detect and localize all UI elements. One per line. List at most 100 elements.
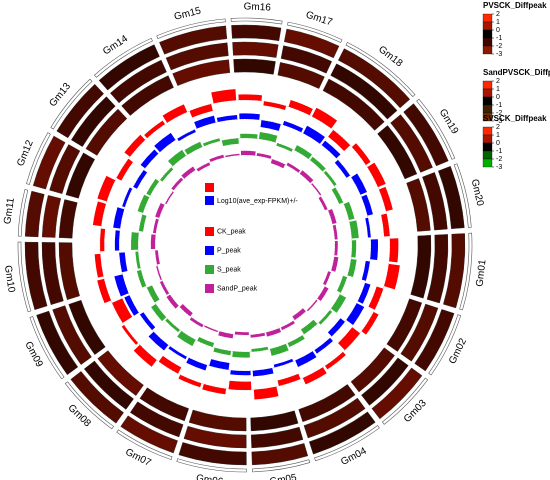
- histogram-bar: [351, 173, 367, 195]
- heatmap-cell: [361, 357, 409, 406]
- color-legend-label: -3: [496, 118, 502, 125]
- heatmap-cell: [24, 241, 48, 310]
- histogram-bar: [300, 319, 318, 335]
- color-legend-label: -1: [496, 148, 502, 155]
- heatmap-cell: [58, 199, 78, 239]
- histogram-bar: [306, 299, 318, 312]
- heatmap-cell: [386, 298, 423, 352]
- histogram-bar: [349, 220, 359, 239]
- heatmap-cell: [24, 190, 45, 238]
- heatmap-cell: [406, 178, 431, 232]
- heatmap-cell: [390, 114, 433, 173]
- chromosome-ideogram: [345, 41, 416, 98]
- color-legend-label: 0: [496, 140, 500, 147]
- chromosome-label: Gm05: [269, 472, 298, 480]
- color-legend-label: 2: [496, 11, 500, 18]
- heatmap-cell: [121, 75, 174, 116]
- histogram-bar: [361, 194, 373, 216]
- histogram-bar: [295, 351, 317, 367]
- histogram-bar: [331, 187, 344, 205]
- histogram-bar: [260, 120, 281, 131]
- histogram-bar: [121, 325, 139, 345]
- color-legend-label: -1: [496, 35, 502, 42]
- histogram-bar: [311, 183, 322, 196]
- color-legend-label: 2: [496, 78, 500, 85]
- color-legend-label: 0: [496, 27, 500, 34]
- heatmap-cell: [250, 410, 299, 432]
- histogram-bar: [209, 154, 224, 162]
- histogram-bar: [303, 125, 325, 144]
- histogram-bar: [258, 131, 278, 143]
- chromosome-ideogram: [64, 381, 115, 430]
- histogram-bar: [232, 351, 250, 358]
- heatmap-cell: [403, 103, 449, 167]
- histogram-bar: [351, 143, 371, 165]
- heatmap-cell: [251, 443, 309, 466]
- legend-swatch: [205, 196, 214, 205]
- histogram-bar: [310, 156, 326, 172]
- histogram-bar: [178, 374, 202, 388]
- histogram-bar: [135, 251, 141, 269]
- color-legend-label: -1: [496, 102, 502, 109]
- histogram-bar: [311, 107, 338, 129]
- heatmap-cell: [172, 59, 231, 86]
- heatmap-cell: [58, 242, 80, 300]
- histogram-bar: [144, 120, 165, 139]
- histogram-bar: [184, 141, 203, 155]
- heatmap-cell: [277, 62, 325, 89]
- heatmap-cell: [438, 166, 465, 229]
- color-legend-cell: [482, 134, 493, 144]
- color-legend-label: -3: [496, 51, 502, 58]
- histogram-bar: [146, 285, 160, 303]
- heatmap-cell: [130, 401, 184, 438]
- histogram-bar: [154, 132, 176, 153]
- heatmap-cell: [233, 58, 276, 75]
- heatmap-cell: [309, 411, 376, 455]
- heatmap-cell: [56, 83, 104, 139]
- histogram-bar: [381, 213, 390, 237]
- histogram-bar: [321, 140, 341, 159]
- heatmap-cell: [165, 42, 229, 71]
- histogram-bar: [266, 328, 282, 337]
- color-legend-label: 2: [496, 124, 500, 131]
- histogram-bar: [186, 357, 208, 371]
- heatmap-cell: [85, 108, 128, 156]
- histogram-bar: [331, 294, 347, 313]
- heatmap-cell: [41, 242, 64, 305]
- histogram-bar: [346, 303, 365, 325]
- histogram-bar: [270, 159, 286, 169]
- histogram-bar: [189, 317, 204, 328]
- histogram-bar: [251, 346, 269, 352]
- histogram-bar: [370, 239, 378, 261]
- legend-label: P_peak: [217, 247, 241, 254]
- histogram-bar: [165, 318, 180, 333]
- histogram-bar: [119, 252, 128, 273]
- color-legend-cell: [482, 150, 493, 160]
- color-legend-label: 1: [496, 86, 500, 93]
- histogram-bar: [179, 304, 193, 317]
- histogram-bar: [302, 367, 327, 385]
- heatmap-cell: [303, 397, 366, 439]
- histogram-bar: [196, 162, 211, 172]
- heatmap-cell: [350, 347, 395, 393]
- histogram-bar: [240, 133, 258, 139]
- legend-swatch: [205, 265, 214, 274]
- color-legend-label: -2: [496, 110, 502, 117]
- chromosome-ideogram: [381, 377, 429, 425]
- heatmap-cell: [231, 24, 282, 42]
- color-legend-label: 1: [496, 19, 500, 26]
- chromosome-ideogram: [116, 429, 173, 461]
- histogram-bar: [151, 304, 167, 322]
- heatmap-cell: [280, 45, 333, 74]
- histogram-bar: [204, 325, 218, 333]
- histogram-bar: [368, 286, 384, 310]
- color-legend-label: -2: [496, 156, 502, 163]
- histogram-bar: [211, 89, 237, 104]
- heatmap-cell: [32, 135, 66, 190]
- histogram-bar: [140, 149, 159, 169]
- legend-label: SandP_peak: [217, 285, 258, 292]
- chromosome-ideogram: [252, 459, 311, 473]
- color-legend-label: 0: [496, 94, 500, 101]
- histogram-bar: [156, 266, 162, 280]
